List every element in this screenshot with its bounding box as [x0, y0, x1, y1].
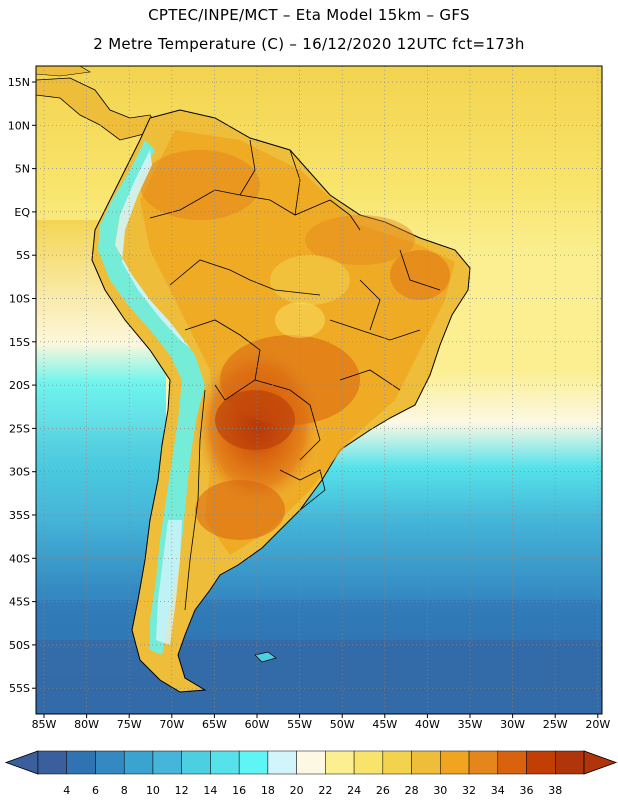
legend-color-box: [123, 750, 154, 775]
graticule: [36, 66, 602, 714]
lat-label: 55S: [9, 682, 30, 695]
latitude-labels: 15N 10N 5N EQ 5S 10S 15S 20S 25S 30S 35S 40S 45S 50S 5…: [8, 76, 36, 695]
lat-label: EQ: [14, 206, 30, 219]
legend-color-box: [95, 750, 125, 775]
hot-core-south: [195, 480, 285, 540]
caribbean-islands: [36, 66, 91, 77]
legend-color-boxes: [37, 750, 585, 775]
lon-label: 80W: [74, 718, 99, 731]
warm-ne-core: [390, 250, 450, 300]
legend-color-box: [555, 750, 585, 775]
lat-label: 20S: [9, 379, 30, 392]
legend-color-box: [440, 750, 470, 775]
cold-south-field: [36, 640, 602, 714]
southern-ocean-field: [36, 600, 602, 714]
legend-color-box: [296, 750, 326, 775]
legend-color-box: [468, 750, 499, 775]
lon-label: 55W: [287, 718, 312, 731]
lat-label: 10S: [9, 293, 30, 306]
legend-tick-label: 30: [433, 784, 447, 797]
legend-tick-label: 34: [491, 784, 505, 797]
falkland-islands: [254, 651, 277, 663]
legend-color-box: [37, 750, 67, 775]
legend-color-box: [382, 750, 412, 775]
legend-left-arrow: [4, 750, 39, 775]
legend-tick-label: 32: [462, 784, 476, 797]
lat-label: 45S: [9, 596, 30, 609]
title-line-2: 2 Metre Temperature (C) – 16/12/2020 12U…: [93, 35, 525, 53]
legend-tick-labels: 4 6 8 10 12 14 16 18 20 22 24 26 28 30 32 34 36 38: [63, 784, 562, 797]
title-line-1: CPTEC/INPE/MCT – Eta Model 15km – GFS: [148, 6, 470, 24]
legend-tick-label: 28: [405, 784, 419, 797]
legend-color-box: [238, 750, 269, 775]
lon-label: 65W: [202, 718, 227, 731]
andes-highlands: [115, 150, 190, 348]
lon-label: 30W: [500, 718, 525, 731]
lat-label: 35S: [9, 509, 30, 522]
lon-label: 35W: [458, 718, 483, 731]
lon-label: 25W: [543, 718, 568, 731]
warm-northeast: [305, 215, 415, 265]
legend-color-box: [267, 750, 297, 775]
patagonia-andes: [156, 520, 182, 645]
legend-color-box: [353, 750, 384, 775]
legend-tick-label: 20: [290, 784, 304, 797]
warm-north: [140, 150, 260, 220]
map-frame: [35, 65, 603, 715]
legend-tick-label: 16: [232, 784, 246, 797]
legend-tick-label: 24: [347, 784, 361, 797]
legend-tick-label: 10: [146, 784, 160, 797]
legend-tick-label: 8: [121, 784, 128, 797]
cooler-amazon: [270, 255, 350, 305]
legend-tick-label: 22: [318, 784, 332, 797]
legend-color-box: [526, 750, 556, 775]
lon-label: 45W: [372, 718, 397, 731]
lon-label: 50W: [330, 718, 355, 731]
lat-label: 50S: [9, 639, 30, 652]
lat-label: 10N: [8, 119, 30, 132]
lon-label: 85W: [32, 718, 57, 731]
legend-color-box: [411, 750, 441, 775]
legend-color-box: [497, 750, 527, 775]
legend-tick-label: 18: [261, 784, 275, 797]
lat-label: 40S: [9, 552, 30, 565]
lat-label: 5S: [16, 249, 30, 262]
legend-tick-label: 26: [376, 784, 390, 797]
lat-label: 15S: [9, 336, 30, 349]
legend-tick-label: 12: [175, 784, 189, 797]
legend-tick-label: 38: [548, 784, 562, 797]
legend-color-box: [210, 750, 240, 775]
legend-color-box: [152, 750, 182, 775]
legend-color-box: [325, 750, 355, 775]
legend-color-box: [181, 750, 211, 775]
legend-tick-label: 4: [63, 784, 70, 797]
legend-tick-label: 14: [203, 784, 217, 797]
legend-tick-label: 6: [92, 784, 99, 797]
lon-label: 75W: [117, 718, 142, 731]
longitude-labels: 85W 80W 75W 70W 65W 60W 55W 50W 45W 40W 35W 30W 25W 2…: [32, 714, 610, 731]
lon-label: 40W: [415, 718, 440, 731]
lat-label: 30S: [9, 466, 30, 479]
lat-label: 25S: [9, 422, 30, 435]
legend-right-arrow: [583, 750, 618, 775]
lon-label: 20W: [585, 718, 610, 731]
cooler-amazon-2: [275, 302, 325, 338]
color-legend: 4 6 8 10 12 14 16 18 20 22 24 26 28 30 32 34 36 38: [4, 750, 618, 797]
lat-label: 15N: [8, 76, 30, 89]
country-borders: [149, 139, 441, 611]
hottest-core: [215, 390, 295, 450]
lon-label: 70W: [159, 718, 184, 731]
legend-color-box: [66, 750, 96, 775]
lon-label: 60W: [245, 718, 270, 731]
map-field: [36, 66, 602, 714]
lat-label: 5N: [15, 163, 30, 176]
legend-tick-label: 36: [520, 784, 534, 797]
